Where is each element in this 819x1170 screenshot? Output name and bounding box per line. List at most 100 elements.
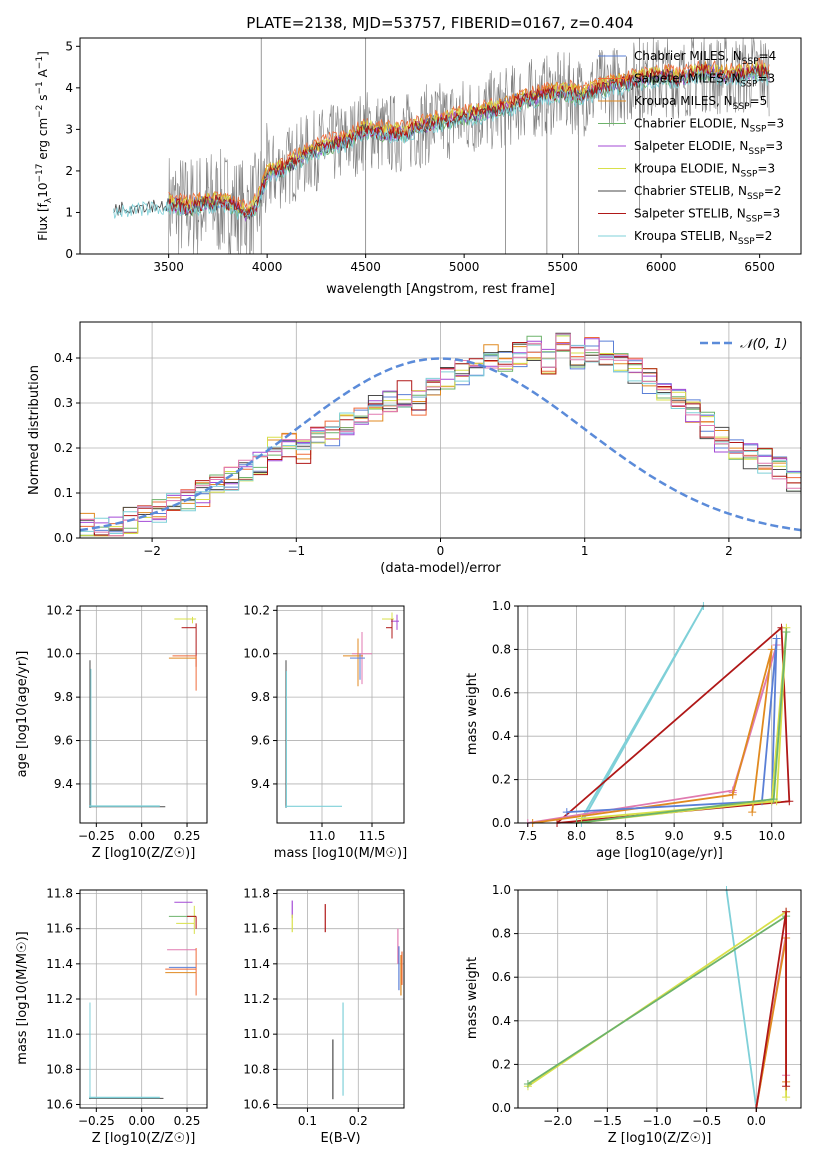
legend-entry: Kroupa STELIB, NSSP=2	[634, 229, 772, 247]
legend-sub: SSP	[750, 125, 767, 135]
y-tick-label: 11.2	[46, 992, 73, 1006]
y-label-part: −17	[35, 164, 45, 183]
x-axis-label: wavelength [Angstrom, rest frame]	[326, 282, 555, 297]
y-tick-label: 1.0	[492, 599, 511, 613]
y-tick-label: 0.2	[54, 441, 73, 455]
weight-marker	[782, 1093, 791, 1102]
x-tick-label: 0	[437, 544, 445, 558]
legend-prefix: Chabrier ELODIE, N	[634, 117, 750, 131]
y-tick-label: 0.4	[54, 351, 73, 365]
y-tick-label: 9.4	[251, 777, 270, 791]
y-tick-label: 11.0	[46, 1027, 73, 1041]
weight-vs-Z-panel: −2.0 −1.5 −1.0 −0.5 0.0 0.0 0.2 0.4 0.6 0.8 1.0 Z […	[465, 883, 802, 1146]
x-tick-label: 0.25	[174, 829, 201, 843]
histogram-9	[80, 333, 801, 537]
x-tick-label: −1.5	[593, 1114, 622, 1128]
legend-entry: Chabrier MILES, NSSP=4	[634, 49, 776, 67]
y-label-part: erg cm	[36, 118, 50, 164]
weight-marker	[785, 797, 794, 806]
x-tick-label: 5500	[547, 260, 578, 274]
weight-marker	[782, 1082, 791, 1091]
y-label-part: 10	[36, 183, 50, 198]
y-tick-label: 10.8	[243, 1062, 270, 1076]
y-tick-label: 0.8	[492, 642, 511, 656]
legend-entry: Salpeter MILES, NSSP=3	[634, 72, 775, 90]
y-label-part: A	[36, 68, 50, 81]
x-tick-label: 2	[725, 544, 733, 558]
legend-sub: SSP	[733, 102, 750, 112]
y-tick-label: 0.1	[54, 486, 73, 500]
y-tick-label: 11.6	[243, 922, 270, 936]
x-tick-label: −1	[287, 544, 305, 558]
y-tick-label: 11.4	[46, 957, 73, 971]
x-tick-label: 6000	[646, 260, 677, 274]
weight-series-0	[725, 889, 758, 1109]
legend-prefix: Kroupa ELODIE, N	[634, 162, 741, 176]
normal-curve	[79, 357, 802, 532]
y-tick-label: 9.6	[251, 734, 270, 748]
y-tick-label: 0.6	[492, 970, 511, 984]
x-tick-label: 0.00	[128, 1114, 155, 1128]
x-tick-label: 0.2	[349, 1114, 368, 1128]
y-tick-label: 0.4	[492, 729, 511, 743]
y-label-part: −1	[35, 81, 45, 94]
x-tick-label: 9.5	[713, 829, 732, 843]
weight-marker	[577, 814, 586, 823]
weight-series-4	[566, 638, 778, 813]
weight-marker	[523, 1080, 532, 1089]
y-label-part: −1	[35, 56, 45, 69]
legend-sub: SSP	[747, 192, 764, 202]
y-tick-label: 4	[65, 81, 73, 95]
age-vs-Z-panel: −0.25 0.00 0.25 9.4 9.6 9.8 10.0 10.2 Z [log10(Z…	[15, 603, 208, 861]
mass-vs-ebv-panel: 0.1 0.2 10.6 10.8 11.0 11.2 11.4 11.6 11.8 E(B-V)	[243, 887, 405, 1146]
y-tick-label: 10.2	[243, 603, 270, 617]
y-tick-label: 0.6	[492, 686, 511, 700]
legend-suffix: =3	[766, 117, 784, 131]
y-tick-label: 10.6	[46, 1097, 73, 1111]
axes-frame	[276, 605, 405, 824]
spectrum-traces	[113, 38, 770, 254]
y-tick-label: 10.8	[46, 1062, 73, 1076]
x-tick-label: 7.5	[518, 829, 537, 843]
weight-marker	[782, 907, 791, 916]
x-axis-label: Z [log10(Z/Z☉)]	[92, 846, 196, 861]
y-tick-label: 1.0	[492, 883, 511, 897]
y-tick-label: 1	[65, 205, 73, 219]
x-axis-label: Z [log10(Z/Z☉)]	[608, 1131, 712, 1146]
legend-sub: SSP	[741, 170, 758, 180]
x-tick-label: 0.00	[128, 829, 155, 843]
y-tick-label: 0	[65, 247, 73, 261]
y-axis-label: age [log10(age/yr)]	[15, 651, 30, 778]
y-tick-label: 0.2	[492, 1057, 511, 1071]
y-tick-label: 10.0	[243, 647, 270, 661]
y-tick-label: 11.4	[243, 957, 270, 971]
x-tick-label: 3500	[153, 260, 184, 274]
y-axis-label: mass weight	[465, 673, 480, 755]
legend-suffix: =3	[763, 207, 781, 221]
y-label-part: Flux [f	[36, 202, 50, 240]
weight-marker	[748, 808, 757, 817]
axes-frame	[517, 889, 802, 1109]
legend-suffix: =3	[757, 72, 775, 86]
figure-title: PLATE=2138, MJD=53757, FIBERID=0167, z=0…	[246, 14, 633, 32]
y-tick-label: 11.8	[46, 887, 73, 901]
weight-series-2	[527, 915, 787, 1085]
y-tick-label: 0.4	[492, 1014, 511, 1028]
residuals-panel: −2 −1 0 1 2 0.0 0.1 0.2 0.3 0.4 (data-model)/error…	[27, 321, 802, 576]
legend-sub: SSP	[742, 57, 759, 67]
x-tick-label: 0.1	[298, 1114, 317, 1128]
legend-sub: SSP	[741, 80, 758, 90]
legend-prefix: Chabrier MILES, N	[634, 49, 742, 63]
y-label-part: −2	[35, 105, 45, 118]
x-tick-label: 11.5	[359, 829, 386, 843]
x-tick-label: 6500	[744, 260, 775, 274]
y-tick-label: 11.6	[46, 922, 73, 936]
y-tick-label: 10.6	[243, 1097, 270, 1111]
legend-prefix: Chabrier STELIB, N	[634, 184, 747, 198]
legend-suffix: =2	[755, 229, 773, 243]
legend-entry: Kroupa MILES, NSSP=5	[634, 94, 767, 112]
legend-sub: SSP	[738, 237, 755, 247]
legend-normal: 𝒩(0, 1)	[740, 337, 787, 352]
y-tick-label: 11.0	[243, 1027, 270, 1041]
y-tick-label: 9.6	[54, 734, 73, 748]
